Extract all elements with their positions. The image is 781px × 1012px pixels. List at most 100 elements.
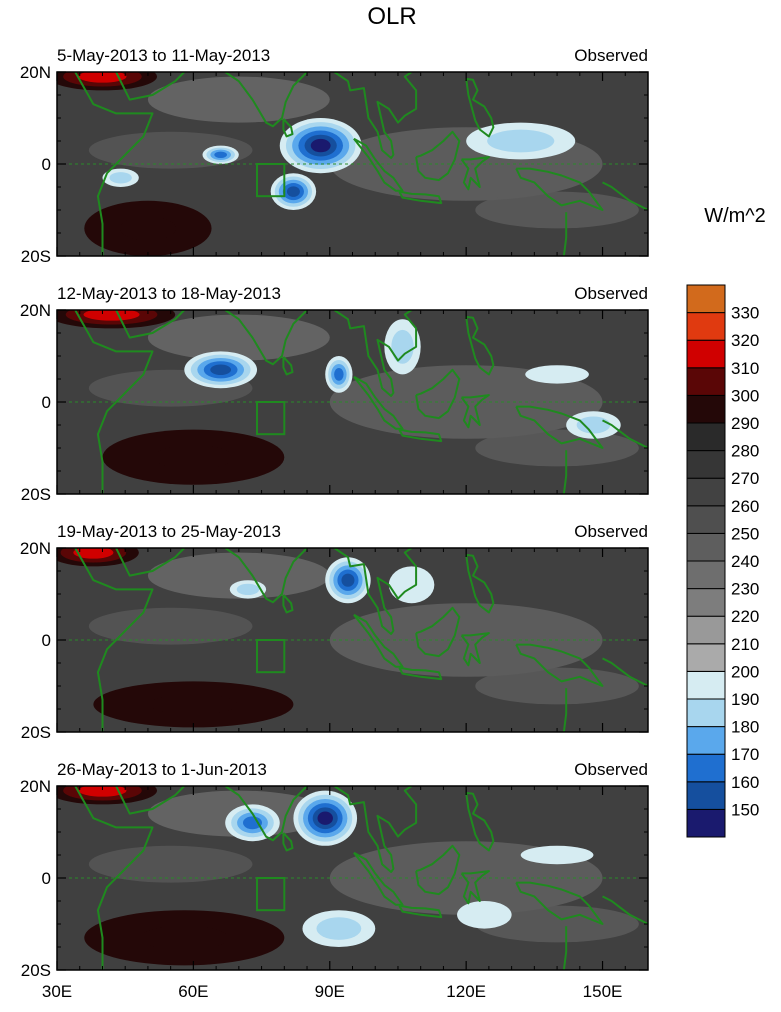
map-panels: 20N 0 20S 5-May-2013 to 11-May-2013 Observed… — [20, 46, 649, 1001]
colorbar-label: 210 — [731, 635, 759, 654]
colorbar-box — [686, 477, 726, 507]
colorbar-box — [686, 726, 726, 755]
low-olr-contour — [520, 845, 594, 865]
colorbar-label: 180 — [731, 718, 759, 737]
coastline — [465, 553, 495, 614]
low-olr-contour — [317, 811, 333, 825]
colorbar-box — [686, 367, 726, 396]
colorbar-box — [686, 615, 726, 645]
panel-period: 26-May-2013 to 1-Jun-2013 — [57, 760, 267, 779]
colorbar-label: 320 — [731, 331, 759, 350]
colorbar-box — [686, 753, 726, 783]
coastline — [353, 613, 404, 668]
colorbar-label: 220 — [731, 607, 759, 626]
panel-period: 12-May-2013 to 18-May-2013 — [57, 284, 281, 303]
panel-period: 5-May-2013 to 11-May-2013 — [57, 46, 270, 65]
colorbar-box — [686, 670, 726, 700]
colorbar-label: 250 — [731, 524, 759, 543]
colorbar-box — [686, 808, 726, 838]
olr-band — [88, 607, 253, 645]
y-tick-label: 20N — [20, 539, 51, 558]
colorbar-units: W/m^2 — [704, 205, 766, 227]
coastline — [415, 606, 461, 658]
low-olr-contour — [242, 816, 262, 830]
coastline — [602, 181, 648, 211]
panel-period: 19-May-2013 to 25-May-2013 — [57, 522, 281, 541]
x-tick-label: 60E — [178, 982, 208, 1001]
colorbar-label: 230 — [731, 580, 759, 599]
coastline — [562, 688, 568, 732]
study-region-box — [256, 163, 286, 198]
coastline — [460, 632, 490, 667]
coastline — [74, 786, 154, 970]
colorbar-box — [686, 450, 726, 479]
coastline — [398, 904, 443, 919]
coastline — [415, 844, 461, 896]
colorbar-label: 270 — [731, 469, 759, 488]
colorbar-box — [686, 312, 726, 341]
coastline — [415, 368, 461, 420]
olr-band — [475, 191, 639, 229]
high-olr-contour — [140, 925, 229, 950]
coastline — [115, 310, 186, 339]
olr-field — [57, 72, 648, 256]
coastline — [282, 118, 294, 138]
colorbar-box — [686, 505, 726, 534]
olr-band — [475, 429, 639, 467]
study-region-box — [256, 639, 286, 674]
coastline — [562, 450, 568, 494]
coastline — [115, 786, 186, 815]
olr-field — [57, 786, 648, 970]
coastline — [602, 419, 648, 449]
low-olr-contour — [236, 583, 260, 596]
high-olr-contour — [78, 72, 127, 83]
y-tick-label: 20N — [20, 301, 51, 320]
coastline — [398, 666, 443, 681]
y-tick-label: 0 — [42, 155, 51, 174]
colorbar-box — [686, 643, 726, 672]
coastline — [460, 394, 490, 429]
coastline — [353, 851, 404, 906]
coastline — [465, 315, 495, 376]
coastline — [74, 72, 154, 256]
map-panel: 20N 0 20S 26-May-2013 to 1-Jun-2013 Observed — [20, 760, 649, 980]
olr-band — [147, 314, 330, 361]
colorbar-label: 150 — [731, 800, 759, 819]
low-olr-contour — [576, 416, 611, 434]
coastline — [282, 594, 294, 614]
map-panel: 20N 0 20S 5-May-2013 to 11-May-2013 Observed — [20, 46, 649, 266]
coastline — [562, 212, 568, 256]
colorbar-label: 330 — [731, 304, 759, 323]
map-panel: 20N 0 20S 12-May-2013 to 18-May-2013 Observe… — [20, 284, 649, 504]
olr-field — [57, 548, 648, 732]
colorbar: 150 160 170 180 190 200 210 220 230 240 250 260 270 2… — [686, 284, 759, 838]
colorbar-box — [686, 422, 726, 452]
coastline — [115, 548, 186, 577]
coastline — [74, 310, 154, 494]
olr-band — [88, 845, 253, 883]
coastline — [333, 548, 418, 635]
coastline — [398, 428, 443, 443]
high-olr-contour — [149, 694, 238, 715]
x-tick-label: 150E — [583, 982, 623, 1001]
y-tick-label: 20N — [20, 777, 51, 796]
low-olr-contour — [334, 368, 344, 381]
coastline — [415, 130, 461, 182]
coastline — [602, 657, 648, 687]
low-olr-contour — [286, 186, 300, 197]
colorbar-label: 240 — [731, 552, 759, 571]
coastline — [515, 643, 604, 687]
coastline — [465, 791, 495, 852]
olr-band — [147, 76, 330, 123]
y-tick-label: 20S — [21, 485, 51, 504]
coastline — [515, 167, 604, 211]
coastline — [224, 548, 308, 604]
low-olr-contour — [341, 573, 355, 587]
colorbar-label: 260 — [731, 497, 759, 516]
coastline — [282, 832, 294, 852]
study-region-box — [256, 877, 286, 912]
colorbar-box — [686, 560, 726, 590]
colorbar-box — [686, 781, 726, 810]
x-tick-label: 90E — [315, 982, 345, 1001]
